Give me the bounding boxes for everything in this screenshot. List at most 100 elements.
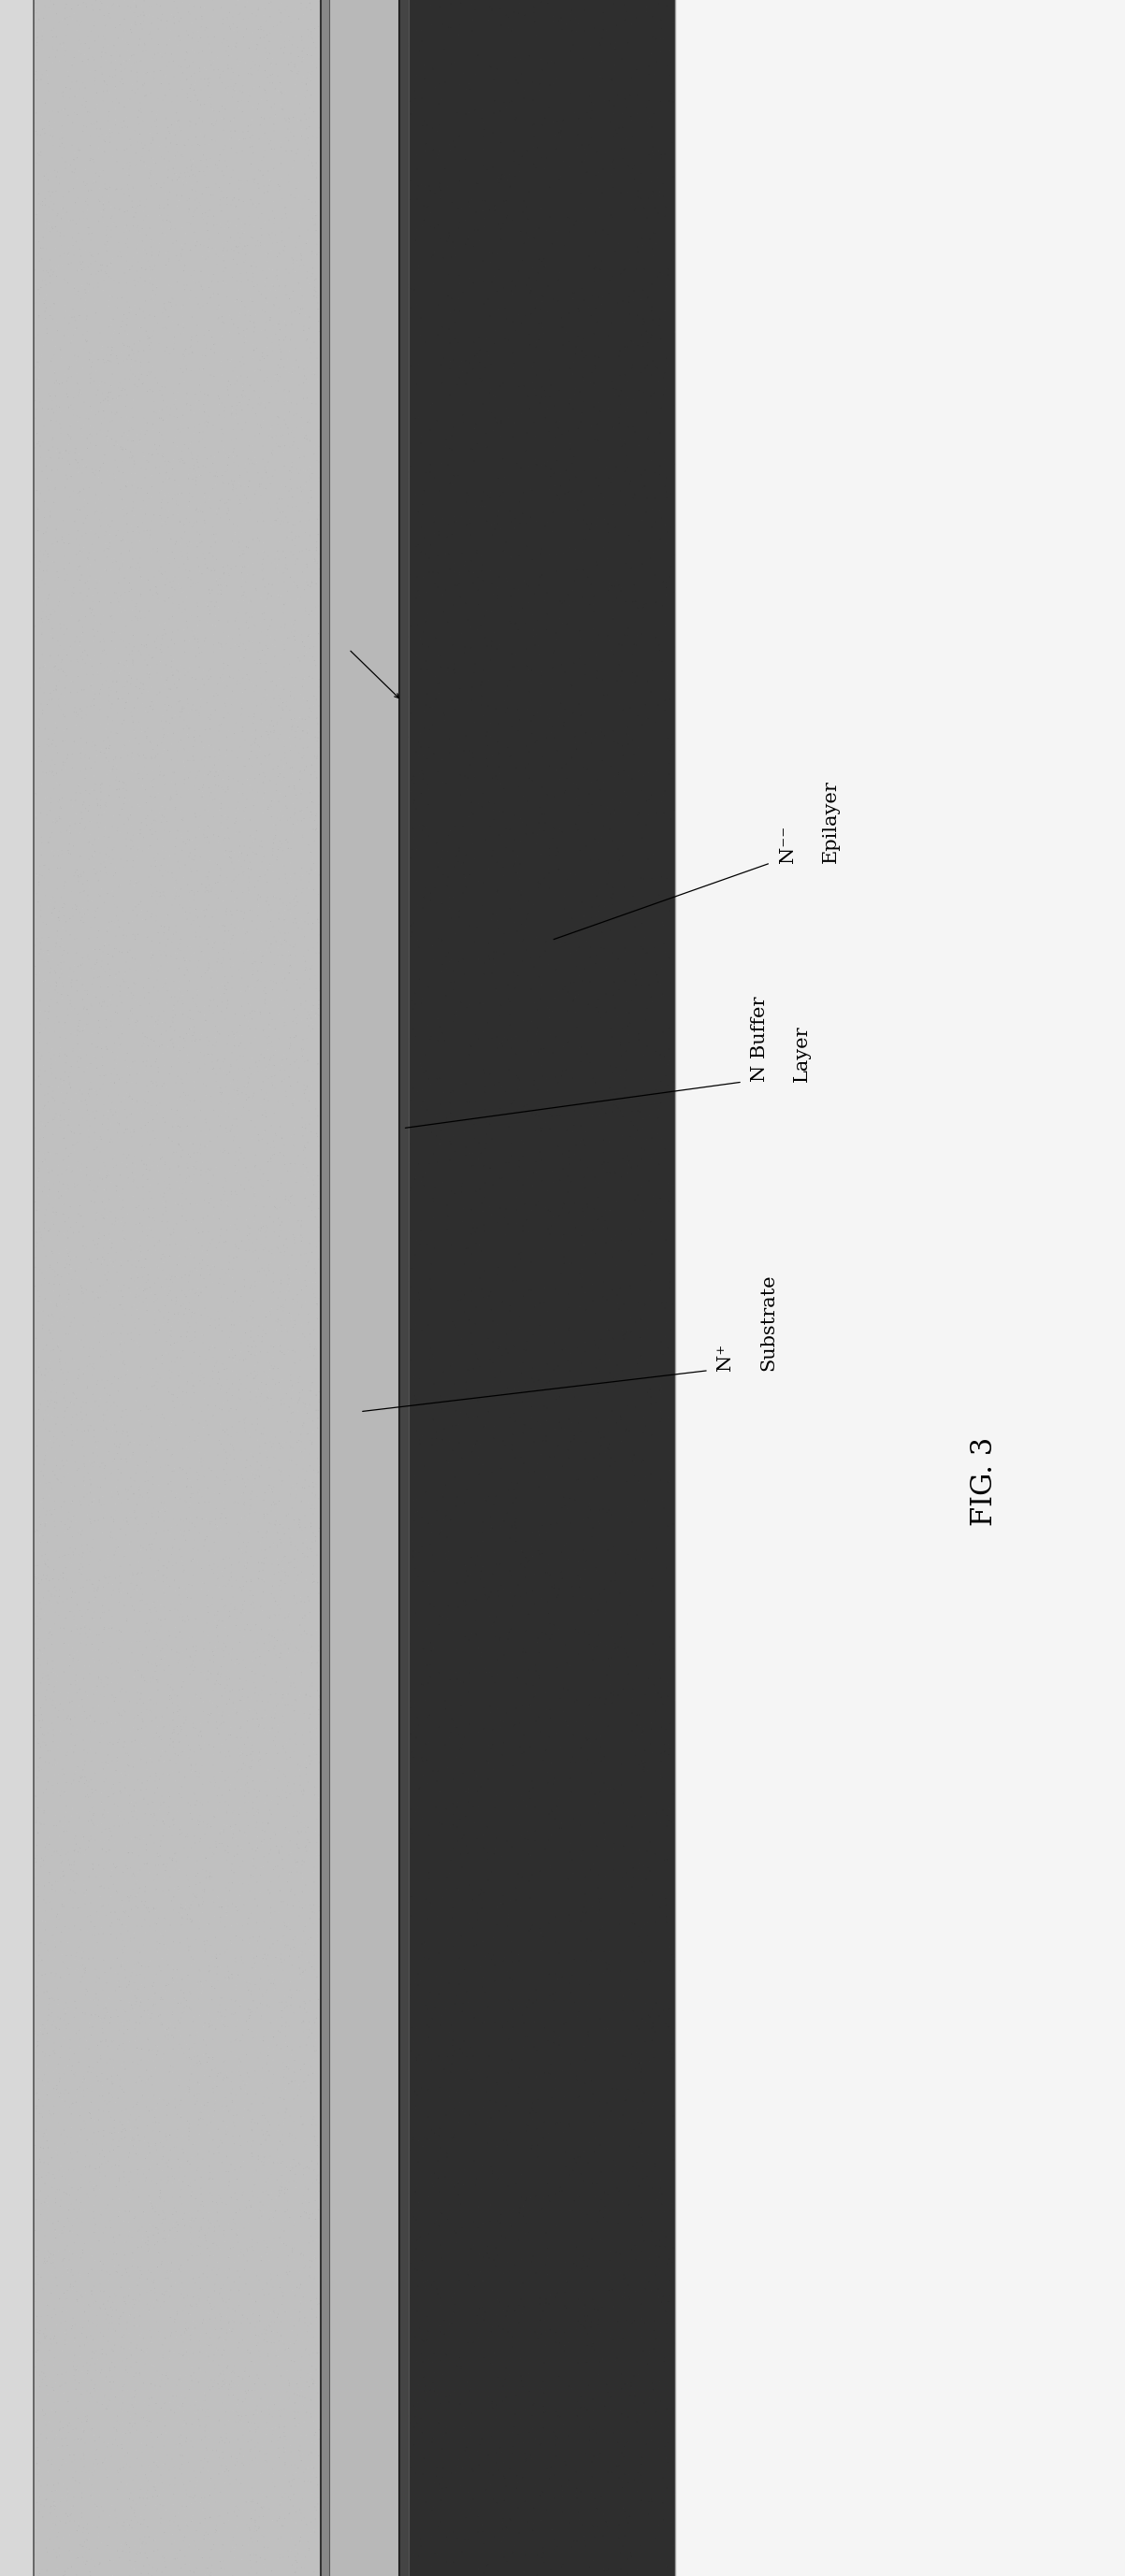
Point: [281, 1175, 299, 1216]
Point: [226, 348, 244, 389]
Point: [101, 1721, 119, 1762]
Point: [233, 2540, 251, 2576]
Point: [308, 2172, 326, 2213]
Point: [533, 567, 551, 608]
Point: [38, 1656, 56, 1698]
Point: [556, 1242, 574, 1283]
Point: [36, 1321, 54, 1363]
Point: [90, 392, 108, 433]
Point: [114, 2316, 132, 2357]
Point: [486, 188, 504, 229]
Point: [58, 2321, 76, 2362]
Point: [519, 1883, 537, 1924]
Point: [129, 1695, 147, 1736]
Point: [200, 1857, 218, 1899]
Point: [101, 1103, 119, 1144]
Point: [95, 979, 113, 1020]
Point: [244, 1844, 262, 1886]
Point: [35, 2141, 53, 2182]
Point: [79, 2123, 97, 2164]
Point: [50, 945, 68, 987]
Point: [610, 1285, 628, 1327]
Point: [205, 747, 223, 788]
Point: [402, 1512, 420, 1553]
Point: [156, 2050, 174, 2092]
Point: [269, 1288, 287, 1329]
Point: [414, 1664, 432, 1705]
Point: [202, 1087, 221, 1128]
Point: [123, 464, 141, 505]
Point: [116, 173, 134, 214]
Point: [579, 2014, 597, 2056]
Point: [311, 1677, 328, 1718]
Point: [178, 2504, 196, 2545]
Point: [43, 896, 61, 938]
Point: [187, 757, 205, 799]
Point: [628, 1146, 646, 1188]
Point: [84, 1520, 102, 1561]
Point: [243, 157, 261, 198]
Point: [119, 806, 137, 848]
Point: [192, 1445, 210, 1486]
Point: [480, 374, 498, 415]
Point: [163, 778, 181, 819]
Point: [297, 886, 315, 927]
Point: [132, 631, 150, 672]
Point: [199, 2200, 217, 2241]
Point: [71, 600, 89, 641]
Point: [634, 858, 652, 899]
Point: [219, 1989, 237, 2030]
Point: [155, 1236, 173, 1278]
Point: [158, 1048, 176, 1090]
Point: [431, 1056, 449, 1097]
Point: [140, 1476, 158, 1517]
Point: [52, 188, 70, 229]
Point: [90, 379, 108, 420]
Point: [27, 2048, 45, 2089]
Point: [256, 611, 274, 652]
Point: [520, 258, 538, 299]
Point: [61, 2231, 79, 2272]
Point: [586, 345, 604, 386]
Point: [244, 443, 262, 484]
Point: [202, 1077, 221, 1118]
Point: [482, 639, 500, 680]
Point: [647, 41, 665, 82]
Point: [255, 562, 273, 603]
Point: [428, 2372, 446, 2414]
Point: [155, 580, 173, 621]
Point: [80, 1164, 98, 1206]
Point: [297, 466, 315, 507]
Point: [117, 2249, 135, 2290]
Point: [200, 57, 218, 98]
Point: [484, 147, 502, 188]
Point: [91, 410, 109, 451]
Point: [623, 1285, 641, 1327]
Point: [655, 2504, 673, 2545]
Point: [95, 448, 113, 489]
Point: [480, 2079, 498, 2120]
Point: [464, 1020, 482, 1061]
Point: [97, 549, 115, 590]
Point: [100, 2092, 118, 2133]
Point: [299, 2169, 317, 2210]
Point: [106, 884, 124, 925]
Point: [74, 502, 92, 544]
Point: [33, 240, 51, 281]
Point: [501, 2112, 519, 2154]
Point: [93, 330, 111, 371]
Point: [53, 1193, 71, 1234]
Point: [54, 363, 72, 404]
Point: [532, 891, 550, 933]
Point: [146, 840, 164, 881]
Point: [256, 0, 274, 28]
Point: [600, 904, 618, 945]
Point: [183, 1502, 201, 1543]
Point: [268, 250, 286, 291]
Point: [110, 1028, 128, 1069]
Point: [604, 873, 622, 914]
Point: [529, 2318, 547, 2360]
Point: [158, 1010, 176, 1051]
Point: [258, 2434, 276, 2476]
Point: [196, 752, 214, 793]
